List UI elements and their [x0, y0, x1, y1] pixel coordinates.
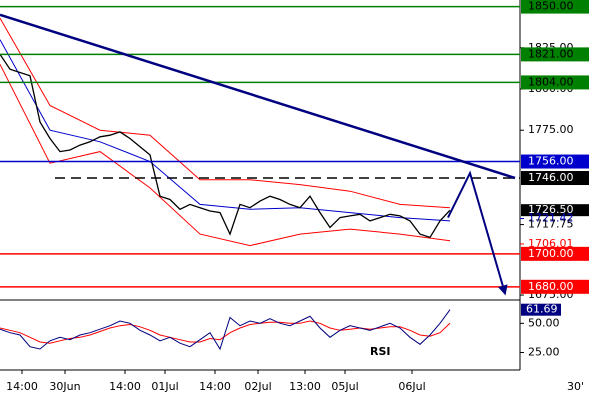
- rsi-last-box: [521, 303, 561, 316]
- level-label: 1700.00: [528, 247, 574, 260]
- x-tick-label: 01Jul: [151, 380, 178, 393]
- projection-arrow: [447, 170, 508, 296]
- price-marker-label: 1721.42: [528, 212, 574, 225]
- x-tick-label: 05Jul: [331, 380, 358, 393]
- level-box: [521, 75, 589, 90]
- rsi-tick-label: 50.00: [528, 316, 560, 329]
- x-tick-label: 14:00: [109, 380, 141, 393]
- x-tick-label: 14:00: [6, 380, 38, 393]
- x-tick-label: 06Jul: [398, 380, 425, 393]
- rsi-last-label: 61.69: [526, 303, 558, 316]
- price-marker-box: [521, 204, 589, 217]
- y-tick-label: 1775.00: [528, 123, 574, 136]
- level-label: 1804.00: [528, 75, 574, 88]
- x-tick-label: 14:00: [199, 380, 231, 393]
- level-box: [521, 279, 589, 294]
- trendline: [0, 13, 516, 180]
- x-tick-label: 02Jul: [244, 380, 271, 393]
- level-box: [521, 246, 589, 261]
- level-box: [521, 0, 589, 14]
- level-label: 1821.00: [528, 47, 574, 60]
- level-label: 1756.00: [528, 155, 574, 168]
- price-line: [0, 54, 451, 239]
- bollinger-lower: [0, 64, 451, 247]
- level-box: [521, 154, 589, 169]
- price-marker-label: 1726.50: [528, 203, 574, 216]
- timeframe: 30': [567, 380, 584, 393]
- price-marker-label: 1706.01: [528, 237, 574, 250]
- level-label: 1746.00: [528, 171, 574, 184]
- rsi-tick-label: 25.00: [528, 346, 560, 359]
- level-label: 1850.00: [528, 0, 574, 13]
- price-marker-label: 1717.75: [528, 218, 574, 231]
- x-tick-label: 13:00: [289, 380, 321, 393]
- bollinger-upper: [0, 17, 451, 209]
- rsi-label: RSI: [370, 345, 391, 358]
- level-label: 1680.00: [528, 280, 574, 293]
- rsi-line: [0, 309, 451, 351]
- level-box: [521, 47, 589, 62]
- level-box: [521, 171, 589, 186]
- x-tick-label: 30Jun: [49, 380, 80, 393]
- bollinger-middle: [0, 39, 451, 222]
